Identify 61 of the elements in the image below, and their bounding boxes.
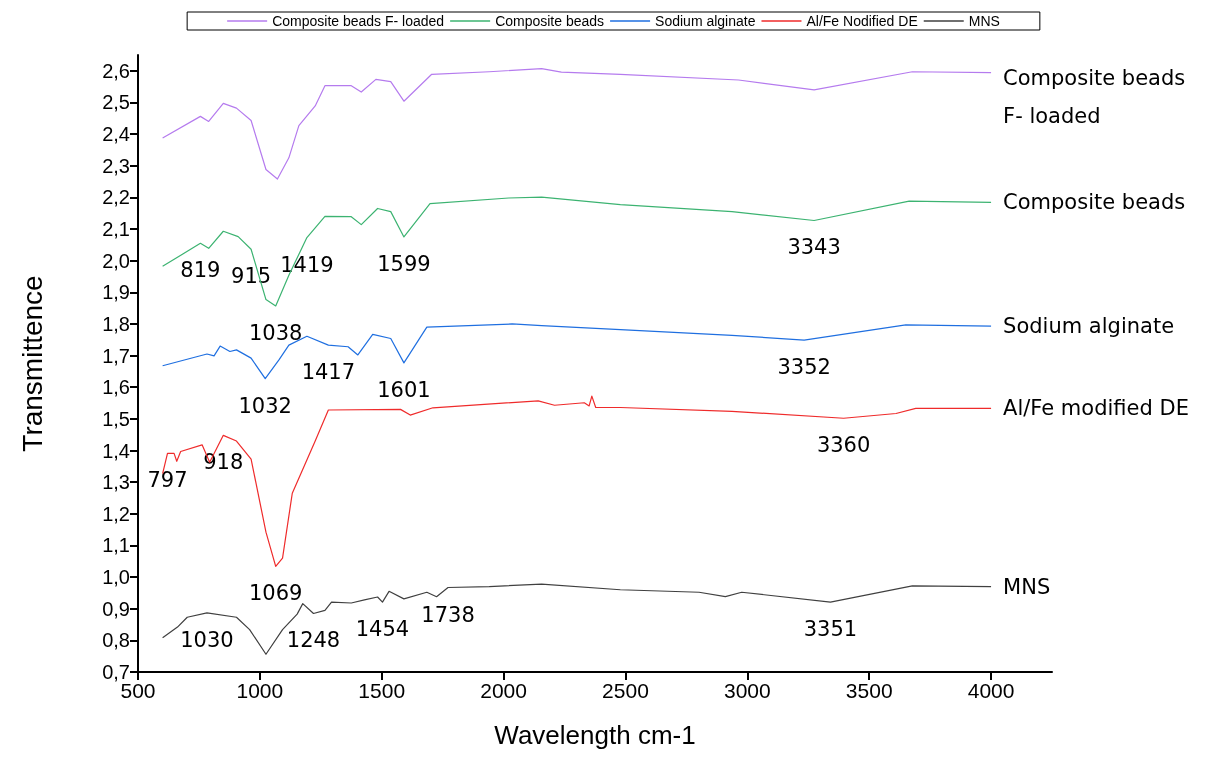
annotation: 1032 xyxy=(238,393,292,418)
y-tick-label: 2,6 xyxy=(102,59,130,82)
annotation: 1069 xyxy=(248,581,303,606)
annotation: 1030 xyxy=(180,627,234,652)
y-tick-label: 2,0 xyxy=(102,249,130,272)
line-series xyxy=(162,323,992,380)
legend-label: Sodium alginate xyxy=(655,13,756,29)
annotation: 1038 xyxy=(248,320,303,345)
annotation: 797 xyxy=(147,468,188,493)
annotation: 819 xyxy=(180,258,221,283)
annotation: 1454 xyxy=(355,617,410,642)
y-tick-label: 1,3 xyxy=(102,471,130,494)
y-tick-label: 1,1 xyxy=(102,534,130,557)
y-tick-label: 1,9 xyxy=(102,281,130,304)
legend-label: Al/Fe Nodified DE xyxy=(806,13,918,29)
y-axis-title: Transmittence xyxy=(16,275,48,452)
x-tick-label: 3000 xyxy=(723,679,771,702)
annotation: 3351 xyxy=(803,617,858,642)
y-tick-label: 1,2 xyxy=(102,502,130,525)
annotation: 1601 xyxy=(377,377,431,402)
y-tick-label: 0,9 xyxy=(102,597,130,620)
y-tick-label: 2,3 xyxy=(102,154,130,177)
annotation: Composite beads xyxy=(1003,190,1186,215)
y-tick-label: 2,5 xyxy=(102,91,130,114)
line-series xyxy=(162,196,992,307)
annotation: 1417 xyxy=(301,360,356,385)
x-tick-label: 4000 xyxy=(967,679,1015,702)
annotation: 1248 xyxy=(286,628,341,653)
y-tick-label: 0,8 xyxy=(102,629,130,652)
x-axis-title: Wavelength cm-1 xyxy=(494,720,696,750)
line-series xyxy=(162,68,992,180)
y-tick-label: 1,5 xyxy=(102,407,130,430)
annotation: 1419 xyxy=(280,252,334,277)
annotation: 3352 xyxy=(777,355,831,380)
x-tick-label: 1500 xyxy=(358,679,406,702)
y-tick-label: 1,6 xyxy=(102,376,130,399)
y-tick-label: 2,2 xyxy=(102,186,130,209)
annotation: Composite beads F- loaded xyxy=(1003,65,1186,128)
x-tick-label: 2500 xyxy=(602,679,649,702)
annotation: Al/Fe modified DE xyxy=(1003,396,1189,421)
y-tick-label: 1,0 xyxy=(102,566,130,589)
annotation: 3343 xyxy=(787,235,841,260)
y-tick-label: 1,7 xyxy=(102,344,130,367)
annotation: 918 xyxy=(203,450,244,475)
annotation: 915 xyxy=(231,264,272,289)
annotation: MNS xyxy=(1003,574,1051,599)
x-tick-label: 1000 xyxy=(236,679,284,702)
x-tick-label: 2000 xyxy=(480,679,527,702)
annotation: Sodium alginate xyxy=(1003,314,1175,339)
x-tick-label: 3500 xyxy=(845,679,893,702)
y-tick-label: 2,4 xyxy=(102,123,130,146)
y-tick-label: 1,4 xyxy=(102,439,130,462)
line-series xyxy=(162,583,992,655)
annotation: 1599 xyxy=(377,251,431,276)
legend-label: Composite beads xyxy=(495,13,605,29)
y-tick-label: 1,8 xyxy=(102,312,130,335)
annotation: 3360 xyxy=(816,433,871,458)
annotation: 1738 xyxy=(421,602,475,627)
y-tick-label: 2,1 xyxy=(102,218,130,241)
legend-label: MNS xyxy=(968,13,1000,29)
legend-label: Composite beads F- loaded xyxy=(272,13,445,29)
